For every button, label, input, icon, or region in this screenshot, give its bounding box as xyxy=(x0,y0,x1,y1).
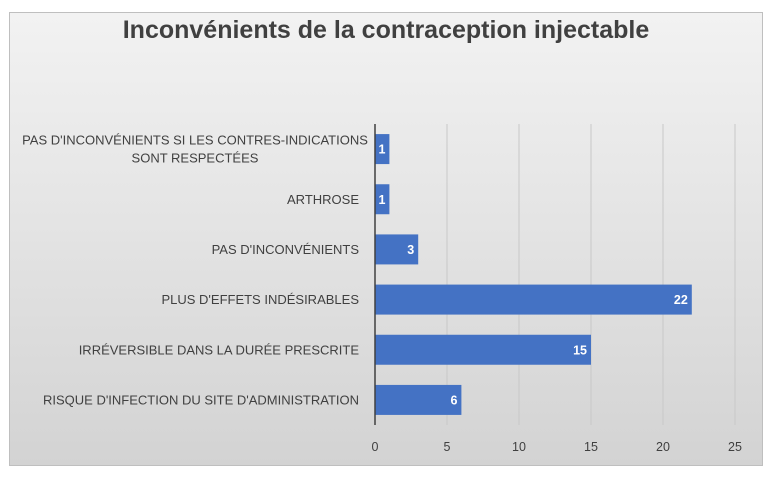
x-tick-label: 5 xyxy=(444,440,451,454)
bar xyxy=(375,134,390,165)
data-label: 1 xyxy=(378,143,385,157)
x-tick-label: 20 xyxy=(656,440,670,454)
x-tick-label: 15 xyxy=(584,440,598,454)
x-tick-label: 10 xyxy=(512,440,526,454)
x-tick-label: 25 xyxy=(728,440,742,454)
category-label: RISQUE D'INFECTION DU SITE D'ADMINISTRAT… xyxy=(43,392,359,407)
bar xyxy=(375,284,692,315)
data-label: 15 xyxy=(573,343,587,357)
x-tick-label: 0 xyxy=(372,440,379,454)
bar xyxy=(375,384,462,415)
category-label: PAS D'INCONVÉNIENTS xyxy=(212,242,360,257)
bar xyxy=(375,234,419,265)
data-label: 6 xyxy=(450,393,457,407)
category-label: PAS D'INCONVÉNIENTS SI LES CONTRES-INDIC… xyxy=(22,133,368,166)
category-label: ARTHROSE xyxy=(287,192,359,207)
data-label: 22 xyxy=(674,293,688,307)
data-label: 3 xyxy=(407,243,414,257)
chart-title: Inconvénients de la contraception inject… xyxy=(122,16,650,44)
data-label: 1 xyxy=(378,193,385,207)
category-label: PLUS D'EFFETS INDÉSIRABLES xyxy=(161,292,359,307)
category-label: IRRÉVERSIBLE DANS LA DURÉE PRESCRITE xyxy=(79,342,360,357)
bar xyxy=(375,184,390,215)
bar xyxy=(375,334,591,365)
